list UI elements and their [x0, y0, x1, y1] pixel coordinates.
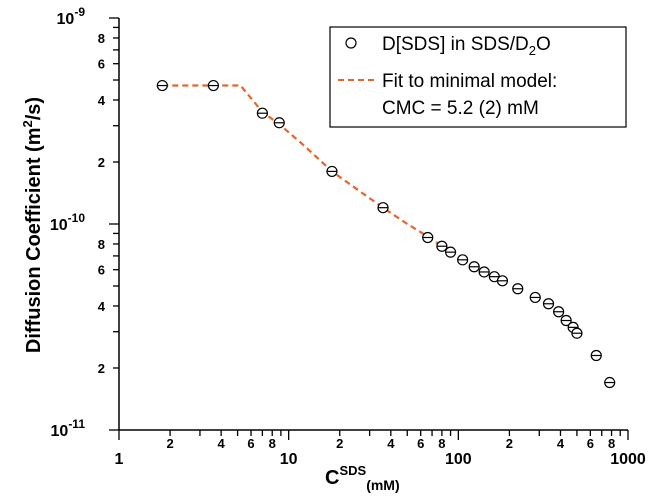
y-minor-tick-label: 2 — [98, 361, 105, 376]
x-minor-tick-label: 4 — [218, 436, 226, 451]
data-point — [512, 283, 524, 295]
data-point — [444, 246, 457, 258]
y-minor-tick-label: 6 — [98, 57, 105, 72]
x-tick-label: 10 — [280, 451, 298, 468]
data-point — [571, 327, 583, 339]
legend: D[SDS] in SDS/D2O Fit to minimal model: … — [329, 26, 627, 128]
x-minor-tick-label: 8 — [438, 436, 445, 451]
data-point — [436, 240, 448, 252]
data-point — [553, 306, 565, 318]
y-ticks — [109, 17, 119, 431]
data-point — [326, 165, 338, 178]
legend-entry-fit-line2: CMC = 5.2 (2) mM — [382, 98, 539, 119]
y-tick-label: 10-10 — [50, 211, 85, 234]
data-point — [256, 107, 268, 119]
y-axis: 10-11 10-10 10-9 2 4 6 8 2 4 6 8 Diffusion Coeffic… — [20, 5, 120, 440]
data-point — [468, 261, 480, 273]
x-axis-label: CSDS(mM) — [325, 463, 400, 493]
legend-marker-circle — [345, 37, 357, 49]
data-point — [488, 271, 500, 283]
x-ticks — [118, 430, 629, 440]
y-tick-label: 10-11 — [51, 417, 86, 440]
y-tick-label: 10-9 — [57, 5, 86, 28]
x-tick-label: 1000 — [610, 451, 646, 468]
x-tick-label: 100 — [445, 451, 472, 468]
x-minor-tick-label: 4 — [557, 436, 565, 451]
y-minor-tick-label: 4 — [98, 93, 106, 108]
data-point — [542, 298, 555, 310]
y-minor-tick-label: 2 — [98, 155, 105, 170]
x-minor-tick-label: 2 — [166, 436, 173, 451]
x-minor-tick-label: 4 — [387, 436, 395, 451]
x-minor-tick-label: 6 — [247, 436, 254, 451]
data-point — [478, 266, 490, 278]
data-point — [529, 291, 541, 304]
data-point — [604, 376, 616, 389]
y-minor-tick-label: 8 — [98, 237, 105, 252]
data-point — [377, 202, 389, 214]
data-point — [422, 231, 434, 244]
data-point — [590, 349, 602, 362]
data-point — [457, 254, 469, 266]
x-minor-tick-label: 8 — [608, 436, 615, 451]
y-minor-tick-label: 4 — [98, 299, 106, 314]
data-point — [560, 314, 572, 327]
legend-entry-data: D[SDS] in SDS/D2O — [382, 34, 551, 58]
y-minor-tick-label: 8 — [98, 31, 105, 46]
x-minor-tick-label: 8 — [269, 436, 276, 451]
data-point — [496, 275, 509, 287]
y-tick-labels: 10-11 10-10 10-9 2 4 6 8 2 4 6 8 — [50, 5, 106, 440]
x-minor-tick-label: 6 — [417, 436, 424, 451]
legend-entry-fit-line1: Fit to minimal model: — [382, 71, 557, 92]
x-minor-tick-label: 2 — [336, 436, 343, 451]
data-points — [156, 79, 616, 389]
x-minor-tick-label: 6 — [587, 436, 594, 451]
data-point — [273, 117, 285, 129]
legend-box — [329, 26, 627, 128]
x-minor-tick-label: 2 — [506, 436, 513, 451]
data-point — [156, 79, 168, 92]
y-minor-tick-label: 6 — [98, 263, 105, 278]
data-point — [207, 79, 219, 92]
x-tick-label: 1 — [115, 451, 124, 468]
y-axis-label: Diffusion Coefficient (m2/s) — [20, 97, 45, 353]
